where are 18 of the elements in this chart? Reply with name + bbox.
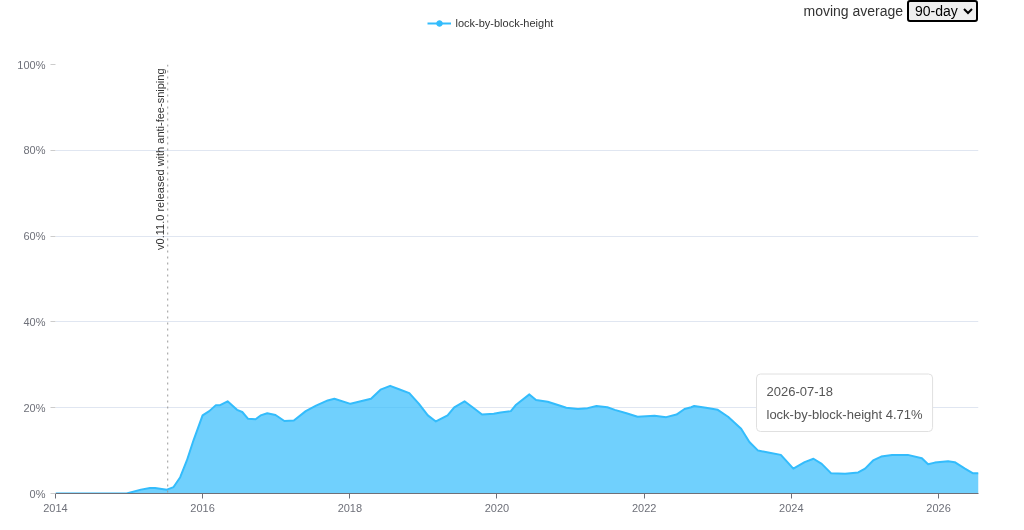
x-tick-label: 2016 (190, 501, 215, 514)
text: 90-day (907, 0, 978, 22)
ref-line-label: v0.11.0 released with anti-fee-sniping (153, 68, 166, 250)
x-tick-label: 2014 (43, 501, 68, 514)
x-tick-label: 2026 (926, 501, 951, 514)
legend-label: lock-by-block-height (455, 16, 554, 30)
y-tick-label: 80% (23, 144, 46, 157)
y-tick-label: 100% (17, 58, 46, 71)
text: moving average (803, 3, 904, 19)
annotation: 2026-07-18 lock-by-block-height 4.71% (766, 384, 924, 422)
x-tick-label: 2020 (484, 501, 510, 514)
y-tick-label: 0% (29, 487, 46, 500)
x-tick-label: 2022 (632, 501, 657, 514)
x-tick-label: 2024 (779, 501, 804, 514)
y-tick-label: 40% (23, 315, 46, 328)
x-tick-label: 2018 (337, 501, 363, 514)
y-tick-label: 20% (23, 401, 46, 414)
y-tick-label: 60% (23, 230, 46, 243)
